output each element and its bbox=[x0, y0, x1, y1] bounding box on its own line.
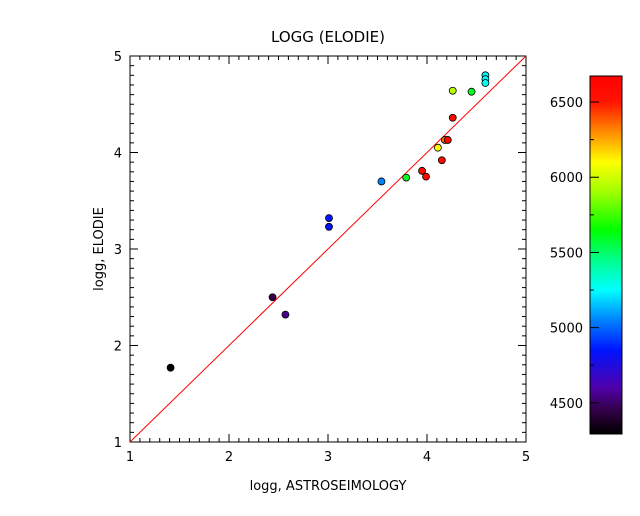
y-axis-label: logg, ELODIE bbox=[92, 207, 107, 291]
x-axis-label: logg, ASTROSEIMOLOGY bbox=[250, 479, 407, 494]
x-tick-label: 5 bbox=[522, 450, 530, 465]
data-point bbox=[268, 293, 277, 302]
data-point bbox=[422, 172, 430, 181]
data-point bbox=[402, 173, 411, 182]
colorbar-tick-label: 4500 bbox=[550, 397, 583, 412]
data-point bbox=[281, 310, 290, 319]
data-point bbox=[377, 177, 386, 186]
data-point bbox=[433, 143, 442, 152]
x-tick-label: 4 bbox=[423, 450, 431, 465]
colorbar bbox=[589, 75, 623, 435]
data-point bbox=[166, 363, 175, 372]
colorbar-tick-label: 6500 bbox=[550, 96, 583, 111]
axis-ticks: 1 2 3 4 5 1 2 3 4 5 bbox=[114, 50, 530, 465]
y-tick-label: 5 bbox=[114, 50, 122, 65]
colorbar-tick-label: 6000 bbox=[550, 171, 583, 186]
chart-title: LOGG (ELODIE) bbox=[271, 28, 385, 46]
y-tick-label: 1 bbox=[114, 436, 122, 451]
data-point bbox=[325, 214, 333, 223]
y-tick-label: 4 bbox=[114, 147, 122, 162]
data-points bbox=[166, 71, 490, 372]
colorbar-ticks: 4500 5000 5500 6000 6500 bbox=[550, 96, 599, 412]
data-point bbox=[443, 136, 452, 144]
data-point bbox=[448, 86, 457, 95]
x-tick-label: 3 bbox=[324, 450, 332, 465]
data-point bbox=[418, 166, 426, 175]
one-to-one-line bbox=[129, 55, 527, 443]
x-tick-label: 1 bbox=[126, 450, 134, 465]
data-point bbox=[448, 113, 457, 122]
x-tick-label: 2 bbox=[225, 450, 233, 465]
data-point bbox=[437, 156, 446, 165]
colorbar-tick-label: 5000 bbox=[550, 322, 583, 337]
y-tick-label: 2 bbox=[114, 340, 122, 355]
y-tick-label: 3 bbox=[114, 243, 122, 258]
data-point bbox=[481, 79, 490, 87]
data-point bbox=[467, 87, 476, 96]
data-point bbox=[325, 222, 333, 231]
colorbar-tick-label: 5500 bbox=[550, 246, 583, 261]
